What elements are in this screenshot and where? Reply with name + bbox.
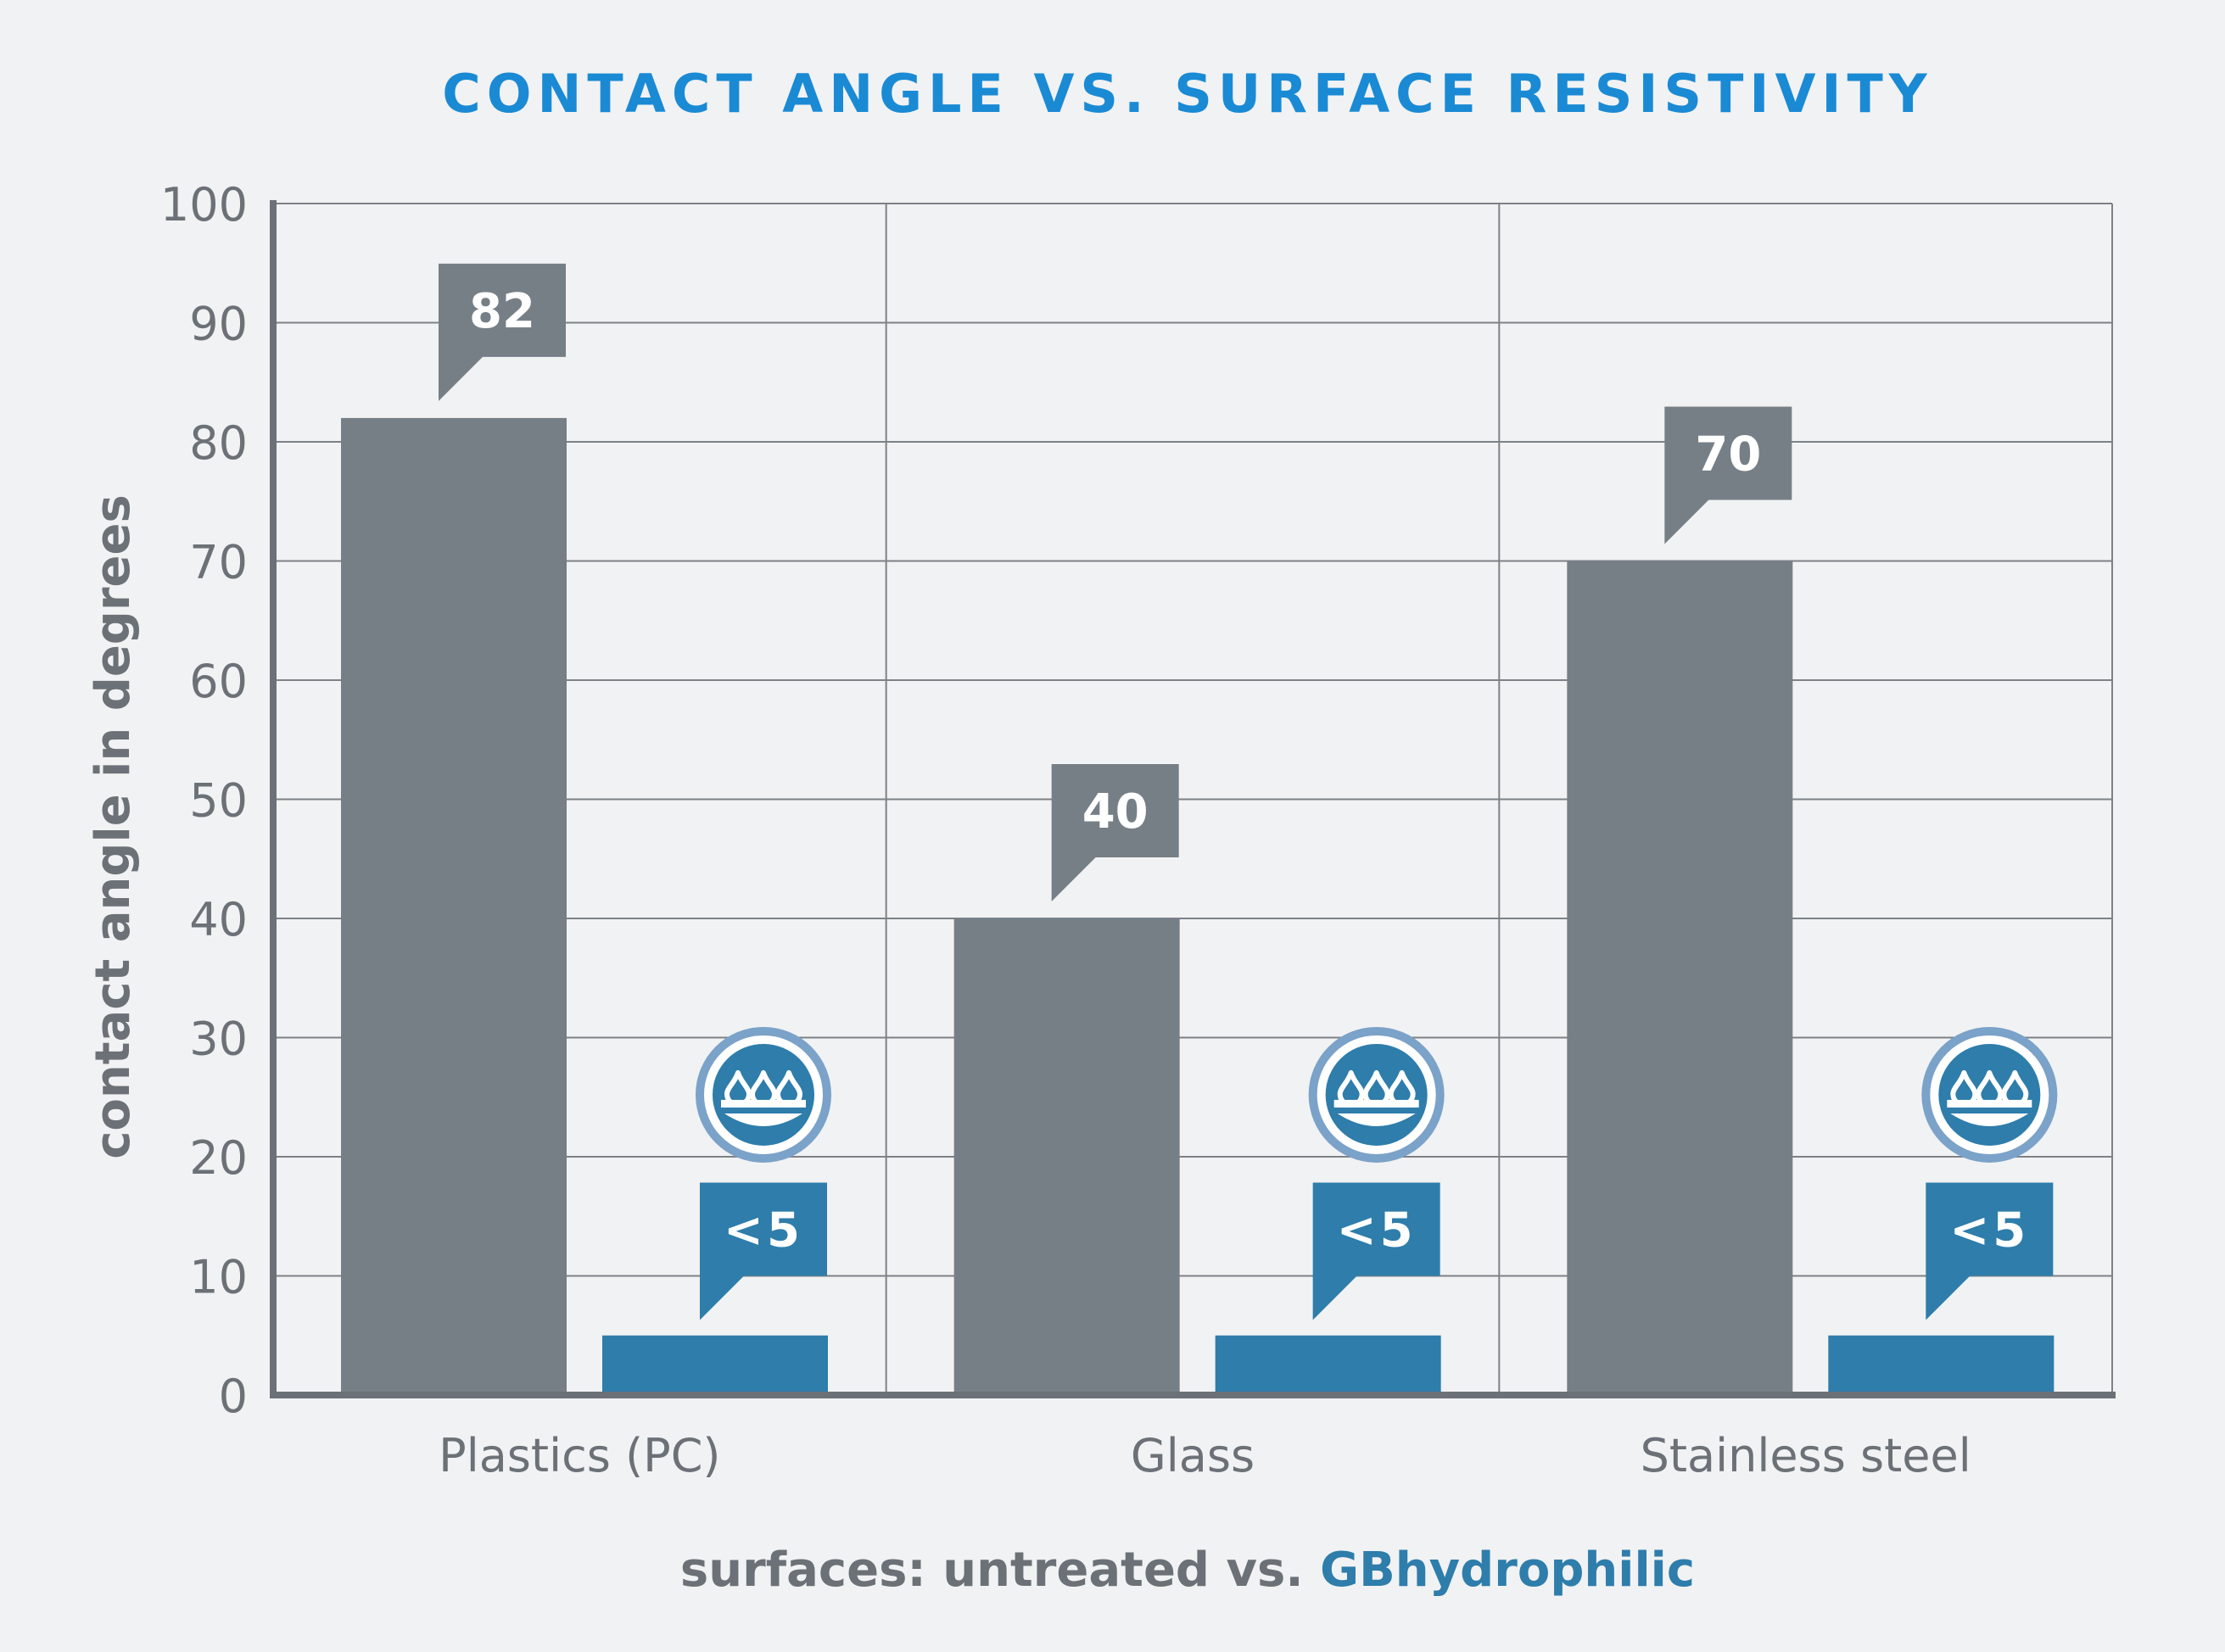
icon-bowl [724, 1113, 802, 1126]
x-tick-label: Stainless steel [1641, 1429, 1971, 1482]
bar [1828, 1335, 2054, 1395]
icon-drop [1976, 1069, 2004, 1108]
y-axis-title: contact angle in degrees [86, 494, 141, 1159]
icon-drop [1337, 1069, 1365, 1108]
data-label: <5 [1949, 1203, 2029, 1259]
y-tick-label: 50 [189, 774, 248, 828]
bar [1567, 561, 1793, 1395]
y-tick-label: 20 [189, 1131, 248, 1185]
water-drops-icon [696, 1026, 831, 1163]
y-tick-label: 90 [189, 298, 248, 351]
y-tick-label: 30 [189, 1013, 248, 1066]
water-drops-icon [1921, 1026, 2058, 1163]
x-axis-title: surfaces: untreated vs. GBhydrophilic [680, 1543, 1695, 1598]
value-callout [700, 1182, 827, 1320]
data-label: 70 [1695, 427, 1761, 483]
bar [341, 417, 567, 1395]
value-callout [439, 263, 566, 401]
value-callout [1926, 1182, 2054, 1320]
icon-drop [1362, 1069, 1390, 1108]
data-label: 40 [1082, 784, 1149, 840]
icon-drop [2001, 1069, 2029, 1108]
bar [953, 918, 1180, 1395]
y-tick-label: 60 [189, 655, 248, 708]
value-callout [1664, 406, 1792, 544]
x-tick-label: Plastics (PC) [439, 1429, 720, 1482]
data-label: 82 [469, 284, 535, 339]
y-tick-label: 0 [219, 1370, 248, 1423]
water-drops-icon [1308, 1026, 1445, 1163]
y-tick-label: 40 [189, 893, 248, 946]
y-tick-label: 80 [189, 416, 248, 470]
y-tick-label: 10 [189, 1251, 248, 1304]
x-axis-title-part-0: surfaces: untreated vs. [680, 1543, 1320, 1598]
value-callout [1312, 1182, 1440, 1320]
icon-bowl [1950, 1113, 2029, 1126]
y-tick-label: 100 [160, 178, 248, 232]
data-label: <5 [724, 1203, 803, 1259]
bar [1215, 1335, 1441, 1395]
value-callout [1051, 764, 1179, 901]
chart-title: CONTACT ANGLE VS. SURFACE RESISTIVITY [442, 63, 1932, 125]
icon-drop [724, 1069, 752, 1108]
x-axis-title-part-1: GBhydrophilic [1320, 1543, 1695, 1598]
y-tick-label: 70 [189, 536, 248, 589]
icon-drop [750, 1069, 777, 1108]
icon-drop [1950, 1069, 1978, 1108]
icon-bowl [1337, 1113, 1416, 1126]
icon-drop [1388, 1069, 1416, 1108]
x-tick-label: Glass [1131, 1429, 1255, 1482]
icon-drop [775, 1069, 802, 1108]
bar [602, 1335, 828, 1395]
data-label: <5 [1337, 1203, 1417, 1259]
